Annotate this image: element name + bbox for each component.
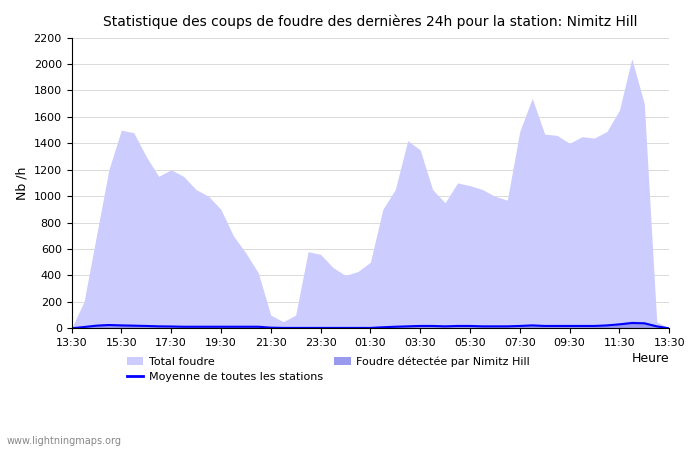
Y-axis label: Nb /h: Nb /h xyxy=(15,166,28,200)
Text: www.lightningmaps.org: www.lightningmaps.org xyxy=(7,436,122,446)
Legend: Total foudre, Moyenne de toutes les stations, Foudre détectée par Nimitz Hill: Total foudre, Moyenne de toutes les stat… xyxy=(122,352,535,387)
Title: Statistique des coups de foudre des dernières 24h pour la station: Nimitz Hill: Statistique des coups de foudre des dern… xyxy=(103,15,638,30)
Text: Heure: Heure xyxy=(631,351,669,364)
